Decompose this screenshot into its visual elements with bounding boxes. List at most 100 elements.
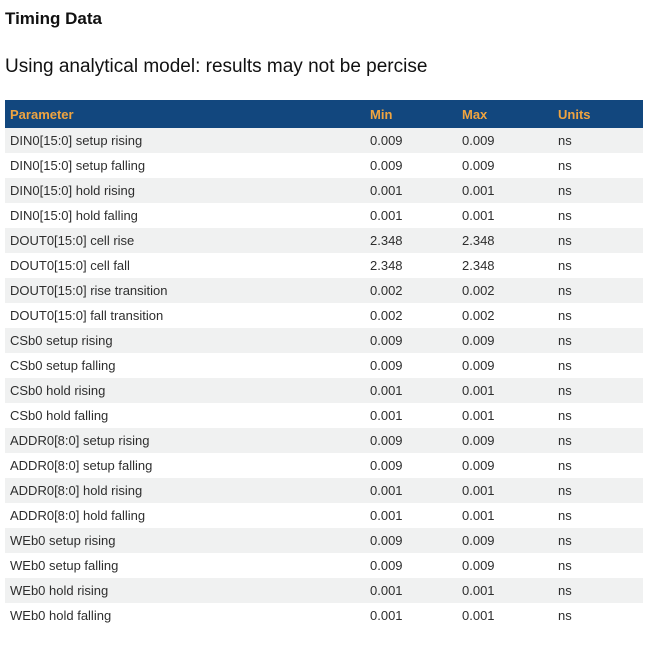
cell-units: ns	[558, 158, 572, 173]
cell-units: ns	[558, 133, 572, 148]
table-row: WEb0 setup falling 0.009 0.009 ns	[5, 553, 643, 578]
cell-min: 2.348	[370, 233, 403, 248]
table-row: WEb0 hold falling 0.001 0.001 ns	[5, 603, 643, 628]
cell-parameter: ADDR0[8:0] setup falling	[10, 458, 153, 473]
cell-parameter: CSb0 hold rising	[10, 383, 106, 398]
cell-parameter: WEb0 hold falling	[10, 608, 112, 623]
cell-parameter: WEb0 setup rising	[10, 533, 116, 548]
cell-units: ns	[558, 333, 572, 348]
cell-parameter: DOUT0[15:0] cell rise	[10, 233, 135, 248]
cell-min: 0.001	[370, 208, 403, 223]
cell-max: 0.001	[462, 583, 495, 598]
cell-parameter: DOUT0[15:0] cell fall	[10, 258, 130, 273]
table-row: CSb0 setup rising 0.009 0.009 ns	[5, 328, 643, 353]
cell-min: 0.001	[370, 183, 403, 198]
cell-max: 2.348	[462, 233, 495, 248]
cell-max: 0.009	[462, 158, 495, 173]
cell-parameter: DIN0[15:0] hold falling	[10, 208, 138, 223]
table-row: DOUT0[15:0] fall transition 0.002 0.002 …	[5, 303, 643, 328]
column-header-max: Max	[457, 100, 553, 128]
column-header-parameter: Parameter	[5, 100, 365, 128]
cell-parameter: DOUT0[15:0] fall transition	[10, 308, 164, 323]
table-row: DIN0[15:0] setup rising 0.009 0.009 ns	[5, 128, 643, 153]
cell-max: 0.001	[462, 183, 495, 198]
cell-parameter: DIN0[15:0] setup falling	[10, 158, 146, 173]
table-row: DOUT0[15:0] rise transition 0.002 0.002 …	[5, 278, 643, 303]
cell-units: ns	[558, 433, 572, 448]
cell-min: 0.009	[370, 533, 403, 548]
cell-parameter: ADDR0[8:0] hold falling	[10, 508, 146, 523]
cell-units: ns	[558, 208, 572, 223]
cell-min: 0.002	[370, 283, 403, 298]
cell-min: 0.001	[370, 383, 403, 398]
cell-min: 0.009	[370, 158, 403, 173]
table-row: ADDR0[8:0] setup rising 0.009 0.009 ns	[5, 428, 643, 453]
cell-units: ns	[558, 608, 572, 623]
cell-units: ns	[558, 183, 572, 198]
cell-min: 0.002	[370, 308, 403, 323]
timing-table: Parameter Min Max Units DIN0[15:0] setup…	[5, 100, 643, 628]
cell-units: ns	[558, 408, 572, 423]
cell-units: ns	[558, 533, 572, 548]
table-row: CSb0 hold falling 0.001 0.001 ns	[5, 403, 643, 428]
cell-max: 0.001	[462, 383, 495, 398]
cell-units: ns	[558, 508, 572, 523]
cell-min: 0.009	[370, 333, 403, 348]
cell-min: 0.001	[370, 508, 403, 523]
cell-max: 0.009	[462, 433, 495, 448]
cell-min: 0.009	[370, 458, 403, 473]
cell-parameter: WEb0 setup falling	[10, 558, 119, 573]
table-row: CSb0 hold rising 0.001 0.001 ns	[5, 378, 643, 403]
cell-min: 0.001	[370, 483, 403, 498]
cell-units: ns	[558, 383, 572, 398]
cell-max: 0.001	[462, 408, 495, 423]
cell-units: ns	[558, 308, 572, 323]
table-row: ADDR0[8:0] setup falling 0.009 0.009 ns	[5, 453, 643, 478]
cell-min: 0.001	[370, 408, 403, 423]
cell-units: ns	[558, 483, 572, 498]
table-row: DOUT0[15:0] cell rise 2.348 2.348 ns	[5, 228, 643, 253]
cell-max: 0.009	[462, 133, 495, 148]
cell-max: 0.002	[462, 308, 495, 323]
cell-max: 0.001	[462, 608, 495, 623]
cell-max: 0.009	[462, 358, 495, 373]
cell-units: ns	[558, 283, 572, 298]
table-row: CSb0 setup falling 0.009 0.009 ns	[5, 353, 643, 378]
page-subtitle: Using analytical model: results may not …	[5, 56, 428, 77]
cell-parameter: WEb0 hold rising	[10, 583, 109, 598]
cell-max: 0.009	[462, 558, 495, 573]
table-row: ADDR0[8:0] hold falling 0.001 0.001 ns	[5, 503, 643, 528]
column-header-units: Units	[553, 100, 643, 128]
table-row: ADDR0[8:0] hold rising 0.001 0.001 ns	[5, 478, 643, 503]
table-row: DIN0[15:0] hold rising 0.001 0.001 ns	[5, 178, 643, 203]
page-title: Timing Data	[5, 9, 102, 28]
cell-max: 2.348	[462, 258, 495, 273]
cell-parameter: DOUT0[15:0] rise transition	[10, 283, 168, 298]
cell-min: 0.001	[370, 583, 403, 598]
cell-units: ns	[558, 358, 572, 373]
table-row: DOUT0[15:0] cell fall 2.348 2.348 ns	[5, 253, 643, 278]
cell-parameter: CSb0 setup falling	[10, 358, 116, 373]
cell-units: ns	[558, 233, 572, 248]
timing-table-body: DIN0[15:0] setup rising 0.009 0.009 ns D…	[5, 128, 643, 628]
cell-max: 0.001	[462, 208, 495, 223]
cell-max: 0.009	[462, 533, 495, 548]
cell-max: 0.009	[462, 458, 495, 473]
cell-max: 0.001	[462, 483, 495, 498]
cell-parameter: ADDR0[8:0] setup rising	[10, 433, 150, 448]
cell-units: ns	[558, 583, 572, 598]
cell-parameter: DIN0[15:0] hold rising	[10, 183, 136, 198]
cell-min: 0.009	[370, 558, 403, 573]
cell-parameter: ADDR0[8:0] hold rising	[10, 483, 143, 498]
cell-min: 0.001	[370, 608, 403, 623]
table-row: DIN0[15:0] hold falling 0.001 0.001 ns	[5, 203, 643, 228]
timing-table-header: Parameter Min Max Units	[5, 100, 643, 128]
cell-units: ns	[558, 458, 572, 473]
header-row: Parameter Min Max Units	[5, 100, 643, 128]
cell-max: 0.002	[462, 283, 495, 298]
cell-min: 0.009	[370, 433, 403, 448]
table-row: WEb0 hold rising 0.001 0.001 ns	[5, 578, 643, 603]
cell-min: 0.009	[370, 133, 403, 148]
cell-min: 0.009	[370, 358, 403, 373]
cell-min: 2.348	[370, 258, 403, 273]
